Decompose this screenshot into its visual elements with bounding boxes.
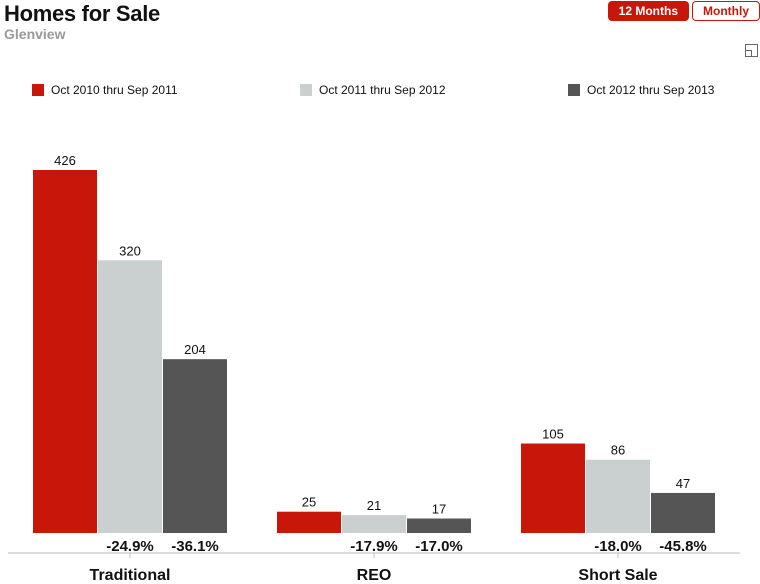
bar-reo-series-3	[407, 518, 471, 533]
bar-traditional-series-3	[163, 359, 227, 533]
tab-12-months[interactable]: 12 Months	[607, 1, 689, 21]
category-label-short-sale: Short Sale	[578, 567, 657, 584]
change-label: -18.0%	[594, 538, 642, 555]
category-label-reo: REO	[357, 567, 392, 584]
bar-traditional-series-2	[98, 260, 162, 533]
legend-label-series-1: Oct 2010 thru Sep 2011	[51, 83, 178, 97]
legend-label-series-2: Oct 2011 thru Sep 2012	[319, 83, 446, 97]
data-label: 426	[54, 153, 76, 168]
legend-label-series-3: Oct 2012 thru Sep 2013	[587, 83, 715, 97]
period-tabs: 12 Months Monthly	[607, 1, 760, 21]
legend-item-series-3: Oct 2012 thru Sep 2013	[568, 83, 714, 97]
bar-short-sale-series-2	[586, 459, 650, 533]
bar-reo-series-1	[277, 511, 341, 533]
change-label: -17.9%	[350, 538, 398, 555]
bar-reo-series-2	[342, 515, 406, 533]
bar-short-sale-series-1	[521, 443, 585, 533]
legend-swatch-series-3	[568, 84, 580, 96]
legend-swatch-series-1	[32, 84, 44, 96]
legend-item-series-1: Oct 2010 thru Sep 2011	[32, 83, 178, 97]
change-label: -24.9%	[106, 538, 154, 555]
page-subtitle: Glenview	[4, 26, 66, 42]
legend-item-series-2: Oct 2011 thru Sep 2012	[300, 83, 446, 97]
legend-swatch-series-2	[300, 84, 312, 96]
data-label: 320	[119, 243, 141, 258]
change-label: -45.8%	[659, 538, 707, 555]
expand-icon[interactable]	[745, 44, 758, 57]
data-label: 105	[542, 427, 564, 442]
bar-traditional-series-1	[33, 170, 97, 533]
data-label: 25	[302, 495, 316, 510]
change-label: -17.0%	[415, 538, 463, 555]
change-label: -36.1%	[171, 538, 219, 555]
category-label-traditional: Traditional	[90, 567, 171, 584]
tab-monthly[interactable]: Monthly	[692, 1, 760, 21]
data-label: 17	[432, 502, 446, 517]
data-label: 86	[611, 443, 625, 458]
data-label: 21	[367, 498, 381, 513]
data-label: 204	[184, 342, 206, 357]
bar-short-sale-series-3	[651, 492, 715, 533]
page-title: Homes for Sale	[4, 1, 160, 26]
data-label: 47	[676, 476, 690, 491]
